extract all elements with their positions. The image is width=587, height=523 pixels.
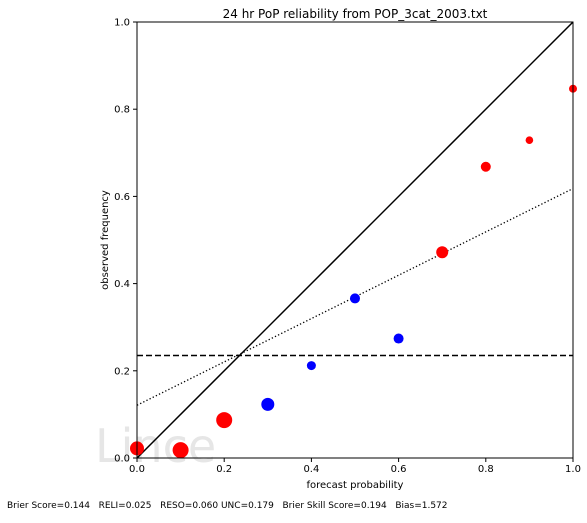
x-tick-label: 0.8 bbox=[478, 464, 494, 475]
x-tick-label: 1.0 bbox=[565, 464, 581, 475]
line-perfect-reliability bbox=[136, 21, 574, 459]
y-tick-label: 0.6 bbox=[114, 192, 130, 203]
data-point-3 bbox=[261, 397, 275, 411]
data-point-4 bbox=[306, 361, 316, 371]
y-tick-label: 0.2 bbox=[114, 366, 130, 377]
data-point-8 bbox=[480, 161, 491, 172]
y-tick-label: 0.4 bbox=[114, 279, 130, 290]
chart-title: 24 hr PoP reliability from POP_3cat_2003… bbox=[223, 7, 488, 21]
watermark-text: Lince bbox=[95, 419, 216, 473]
x-tick-label: 0.4 bbox=[303, 464, 319, 475]
y-tick-label: 0.0 bbox=[114, 454, 130, 465]
data-point-1 bbox=[172, 442, 189, 459]
data-point-9 bbox=[525, 136, 534, 144]
y-axis-label: observed frequency bbox=[100, 190, 111, 290]
data-points bbox=[130, 84, 577, 459]
y-tick-label: 1.0 bbox=[114, 18, 130, 29]
plot-frame bbox=[136, 21, 574, 459]
x-axis-label: forecast probability bbox=[307, 480, 404, 491]
data-point-2 bbox=[216, 412, 233, 429]
data-point-5 bbox=[350, 293, 360, 304]
reference-lines bbox=[136, 21, 574, 459]
x-tick-label: 0.2 bbox=[216, 464, 232, 475]
axis-ticks: 0.0 0.2 0.4 0.6 0.8 1.0 0.0 0.2 0.4 0.6 0.8 1.0 bbox=[114, 18, 581, 476]
data-point-6 bbox=[393, 333, 404, 344]
data-point-7 bbox=[436, 246, 449, 259]
score-summary: Brier Score=0.144 RELI=0.025 RESO=0.060 … bbox=[7, 501, 448, 511]
line-fit bbox=[136, 187, 574, 406]
x-tick-label: 0.0 bbox=[129, 464, 145, 475]
x-tick-label: 0.6 bbox=[391, 464, 407, 475]
y-tick-label: 0.8 bbox=[114, 105, 130, 116]
